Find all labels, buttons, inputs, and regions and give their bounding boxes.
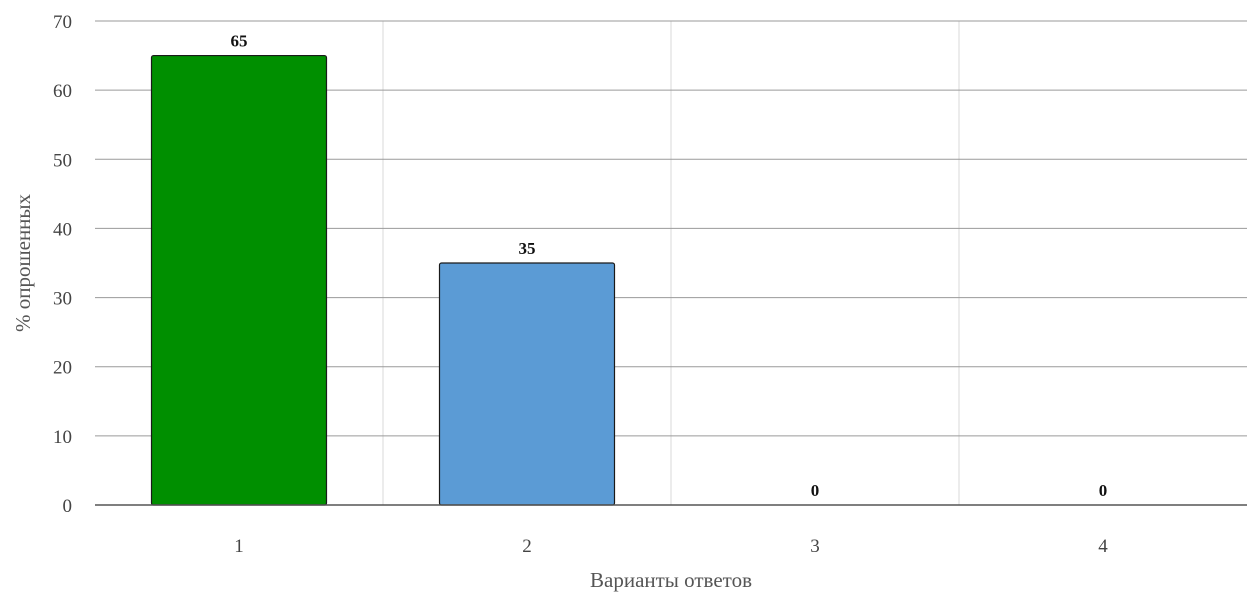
x-tick-label: 4 xyxy=(1098,536,1108,557)
y-axis-title: % опрошенных xyxy=(11,193,35,332)
bar xyxy=(150,54,328,506)
data-labels: 65 35 0 0 xyxy=(231,32,1108,500)
data-label: 0 xyxy=(811,481,820,500)
data-label: 0 xyxy=(1099,481,1108,500)
x-tick-label: 2 xyxy=(522,536,532,557)
y-tick-label: 30 xyxy=(53,289,72,310)
data-label: 35 xyxy=(519,239,536,258)
data-label: 65 xyxy=(231,32,248,51)
y-tick-label: 20 xyxy=(53,358,72,379)
y-tick-label: 10 xyxy=(53,427,72,448)
bars xyxy=(150,54,616,506)
x-tick-label: 1 xyxy=(234,536,244,557)
y-axis-ticks: 0 10 20 30 40 50 60 70 xyxy=(53,12,72,517)
x-axis-title: Варианты ответов xyxy=(590,568,752,592)
y-tick-label: 60 xyxy=(53,81,72,102)
x-tick-label: 3 xyxy=(810,536,820,557)
y-tick-label: 40 xyxy=(53,219,72,240)
y-tick-label: 0 xyxy=(63,496,73,517)
x-axis-ticks: 1 2 3 4 xyxy=(234,536,1108,557)
bar xyxy=(438,262,616,506)
y-tick-label: 50 xyxy=(53,150,72,171)
y-tick-label: 70 xyxy=(53,12,72,33)
